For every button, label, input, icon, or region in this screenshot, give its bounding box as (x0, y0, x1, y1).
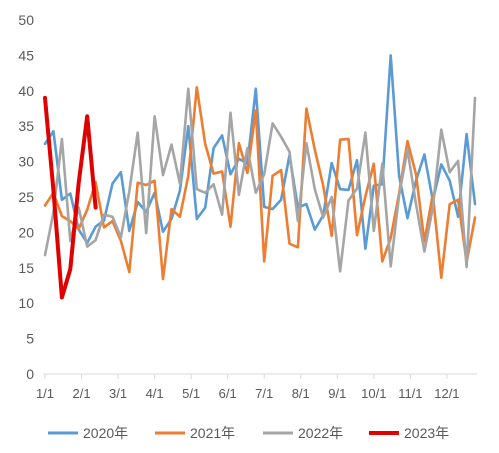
legend-label: 2020年 (83, 425, 128, 441)
y-tick-label: 50 (18, 12, 34, 28)
x-tick-label: 6/1 (219, 386, 237, 401)
x-axis-ticks: 1/1 2/1 3/1 4/1 5/1 6/1 7/1 8/1 9/1 10/1 11/1 12/1 (36, 386, 460, 401)
x-tick-label: 4/1 (146, 386, 164, 401)
y-tick-label: 40 (18, 83, 34, 99)
y-tick-label: 10 (18, 295, 34, 311)
x-tick-label: 5/1 (182, 386, 200, 401)
series-line-2020年 (43, 54, 477, 250)
x-tick-label: 3/1 (109, 386, 127, 401)
y-tick-label: 45 (18, 47, 34, 63)
y-tick-label: 15 (18, 260, 34, 276)
legend: 2020年 2021年 2022年 2023年 (48, 425, 449, 441)
x-tick-label: 1/1 (36, 386, 54, 401)
y-axis-ticks: 0 5 10 15 20 25 30 35 40 45 50 (18, 12, 34, 382)
x-tick-label: 9/1 (328, 386, 346, 401)
x-tick-label: 7/1 (255, 386, 273, 401)
y-tick-label: 30 (18, 154, 34, 170)
series-lines (43, 54, 477, 300)
y-tick-label: 20 (18, 224, 34, 240)
x-tick-label: 2/1 (72, 386, 90, 401)
series-line-2023年 (43, 95, 98, 300)
y-tick-label: 0 (26, 366, 34, 382)
x-tick-label: 8/1 (292, 386, 310, 401)
y-tick-label: 25 (18, 189, 34, 205)
y-tick-label: 35 (18, 118, 34, 134)
x-axis (43, 373, 477, 379)
x-tick-label: 10/1 (361, 386, 386, 401)
y-tick-label: 5 (26, 331, 34, 347)
x-tick-label: 12/1 (434, 386, 459, 401)
legend-label: 2022年 (298, 425, 343, 441)
series-line-2022年 (43, 87, 477, 273)
legend-label: 2021年 (190, 425, 235, 441)
x-tick-label: 11/1 (398, 386, 422, 401)
legend-label: 2023年 (404, 425, 449, 441)
